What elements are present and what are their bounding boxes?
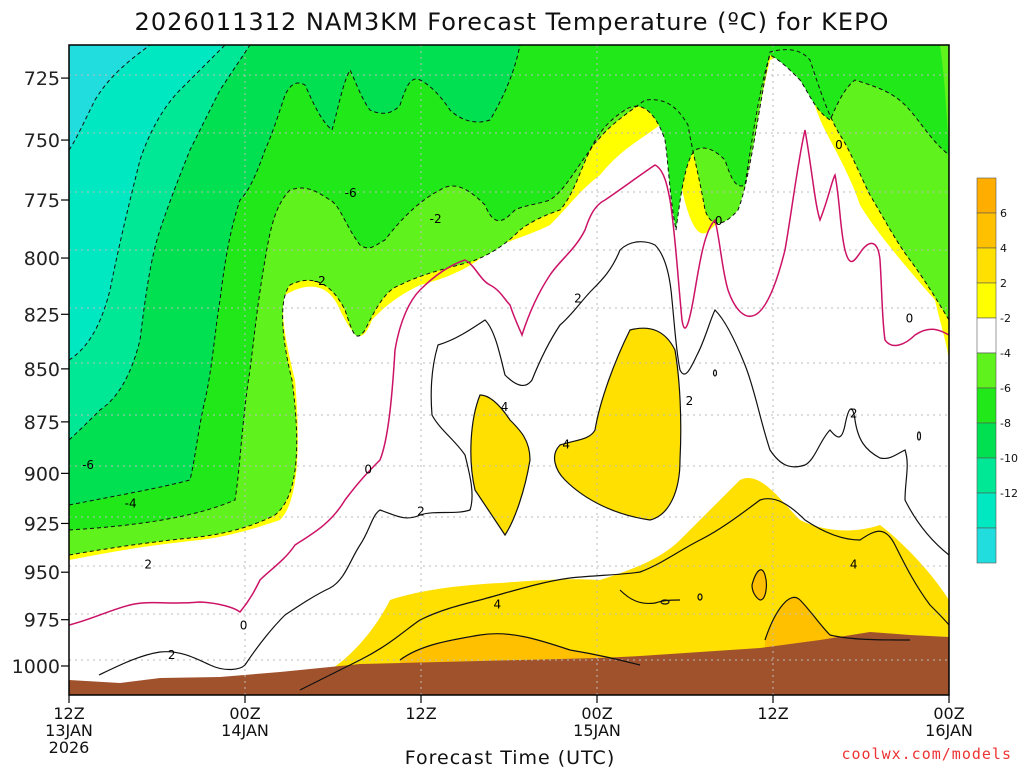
legend-level-label: 6	[1000, 207, 1007, 220]
y-tick-label: 850	[24, 359, 60, 381]
legend-level-label: -12	[1000, 487, 1018, 500]
contour-label: 4	[493, 598, 501, 612]
y-tick-label: 925	[24, 513, 60, 535]
y-tick-label: 725	[24, 68, 60, 90]
y-tick-label: 975	[24, 610, 60, 632]
legend-color-swatch	[976, 457, 997, 494]
contour-label: 2	[144, 557, 152, 571]
x-tick-label: 14JAN	[221, 721, 269, 740]
legend-level-label: -8	[1000, 417, 1011, 430]
zero-isotherm	[69, 129, 949, 626]
contour-label: 4	[501, 400, 509, 414]
legend-level-label: 2	[1000, 277, 1007, 290]
plot-area	[69, 45, 949, 695]
x-tick-label: 12Z	[405, 704, 436, 723]
negative-contours	[69, 45, 949, 556]
legend-color-swatch	[976, 492, 997, 529]
y-tick-label: 875	[24, 412, 60, 434]
legend-level-label: -2	[1000, 312, 1011, 325]
x-tick-label: 16JAN	[925, 721, 973, 740]
legend-color-swatch	[976, 387, 997, 424]
color-legend: 6 4 2 -2 -4 -6 -8 -10 -12	[976, 177, 1018, 564]
plot-frame	[68, 44, 950, 696]
y-tick-label: 1000	[12, 656, 60, 678]
x-tick-label: 00Z	[581, 704, 612, 723]
contour-label: -4	[125, 497, 137, 511]
y-tick-label: 900	[24, 463, 60, 485]
y-axis: 725 750 775 800 825 850 875 900 925 950 975 1000	[12, 68, 69, 678]
x-tick-label: 00Z	[229, 704, 260, 723]
legend-color-swatch	[976, 422, 997, 459]
contour-label: 4	[562, 438, 570, 452]
x-tick-label: 00Z	[933, 704, 964, 723]
legend-level-label: 4	[1000, 242, 1007, 255]
band-minus6-to-minus4	[69, 45, 949, 530]
y-tick-label: 750	[24, 130, 60, 152]
contour-label: 4	[850, 557, 858, 571]
legend-color-swatch	[976, 177, 997, 214]
contour-labels: -6 -4 2 2 0 -6 -2 -2 0 2 4 4 2 4 2 0 0 0 2 4	[82, 138, 914, 662]
x-tick-label: 12Z	[53, 704, 84, 723]
contour-label: 2	[850, 406, 858, 420]
y-tick-label: 825	[24, 304, 60, 326]
legend-color-swatch	[976, 317, 997, 354]
legend-level-label: -10	[1000, 452, 1018, 465]
contour-label: 2	[574, 292, 582, 306]
x-tick-label: 2026	[49, 738, 90, 757]
contour-label: 2	[168, 648, 176, 662]
band-below-minus12	[69, 45, 150, 150]
legend-level-label: -4	[1000, 347, 1011, 360]
legend-color-swatch	[976, 247, 997, 284]
y-tick-label: 800	[24, 248, 60, 270]
x-tick-label: 12Z	[757, 704, 788, 723]
y-tick-label: 775	[24, 190, 60, 212]
contour-label: -6	[345, 186, 357, 200]
credit-text: coolwx.com/models	[841, 745, 1012, 763]
contour-label: 0	[240, 618, 248, 632]
contour-label: 0	[906, 312, 914, 326]
legend-color-swatch	[976, 527, 997, 564]
contour-label: 2	[686, 394, 694, 408]
contour-label: 0	[715, 214, 723, 228]
contour-label: -2	[314, 274, 326, 288]
chart-title: 2026011312 NAM3KM Forecast Temperature (…	[135, 8, 890, 36]
x-tick-label: 13JAN	[45, 721, 93, 740]
band-minus12-to-minus10	[69, 45, 225, 360]
x-tick-label: 15JAN	[573, 721, 621, 740]
contour-label: -6	[82, 458, 94, 472]
contour-label: 2	[417, 505, 425, 519]
contour-label: 0	[364, 462, 372, 476]
legend-level-label: -6	[1000, 382, 1011, 395]
x-axis-label: Forecast Time (UTC)	[405, 747, 615, 768]
terrain-ground	[69, 632, 949, 695]
legend-color-swatch	[976, 282, 997, 319]
contour-label: 0	[835, 138, 843, 152]
y-tick-label: 950	[24, 562, 60, 584]
positive-contours	[98, 241, 949, 691]
legend-color-swatch	[976, 352, 997, 389]
legend-color-swatch	[976, 212, 997, 249]
contour-label: -2	[430, 212, 442, 226]
